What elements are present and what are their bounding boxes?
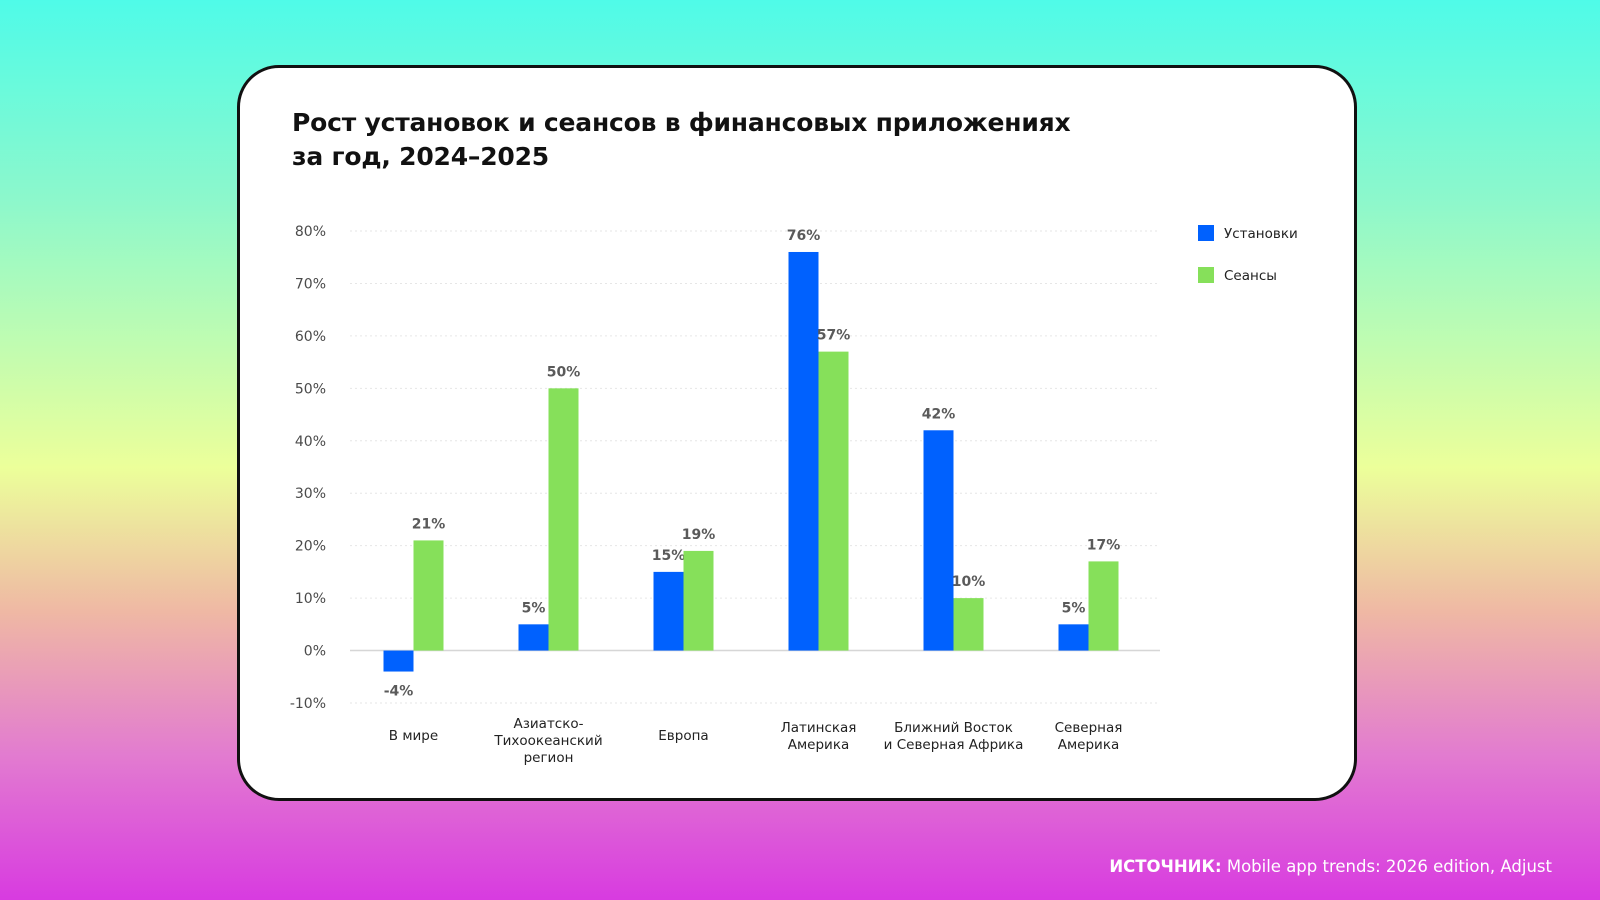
data-label: 5%	[1062, 600, 1086, 616]
y-tick-label: 70%	[295, 276, 326, 292]
y-tick-label: 30%	[295, 486, 326, 502]
data-label: 57%	[817, 328, 851, 344]
data-label: 10%	[952, 574, 986, 590]
installs-bar	[923, 430, 954, 651]
category-label: Тихоокеанский	[493, 733, 602, 749]
y-tick-label: 0%	[304, 644, 326, 660]
data-label: 50%	[547, 364, 581, 380]
chart-title-line-1: Рост установок и сеансов в финансовых пр…	[292, 108, 1071, 137]
legend-sessions-label: Сеансы	[1224, 268, 1277, 284]
y-tick-label: 50%	[295, 381, 326, 397]
category-label: Америка	[788, 737, 850, 753]
chart-card: Рост установок и сеансов в финансовых пр…	[237, 65, 1357, 801]
data-label: 5%	[522, 600, 546, 616]
y-tick-label: 60%	[295, 329, 326, 345]
sessions-bar	[548, 388, 579, 651]
bar-chart: 80% 70% 60% 50% 40% 30% 20% 10% 0% -10% -4% 21% В ми…	[290, 224, 1298, 766]
category-label: Ближний Восток	[894, 720, 1013, 736]
data-label: 21%	[412, 516, 446, 532]
category-label: Латинская	[781, 720, 857, 736]
chart-title-line-2: за год, 2024–2025	[292, 142, 549, 171]
legend-installs-swatch	[1198, 225, 1214, 241]
installs-bar	[383, 650, 414, 672]
category-label: Европа	[658, 728, 708, 744]
installs-bar	[653, 571, 684, 651]
source-text: Mobile app trends: 2026 edition, Adjust	[1226, 857, 1552, 876]
installs-bar	[1058, 624, 1089, 651]
y-tick-label: 20%	[295, 539, 326, 555]
sessions-bar	[413, 540, 444, 651]
data-label: 19%	[682, 527, 716, 543]
source-label: ИСТОЧНИК:	[1109, 857, 1222, 876]
data-label: -4%	[384, 684, 414, 700]
sessions-bar	[953, 598, 984, 651]
y-tick-label: 10%	[295, 591, 326, 607]
data-label: 15%	[652, 548, 686, 564]
category-label: и Северная Африка	[884, 737, 1024, 753]
y-tick-label: -10%	[290, 696, 326, 712]
source-note: ИСТОЧНИК: Mobile app trends: 2026 editio…	[1109, 857, 1552, 876]
sessions-bar	[683, 550, 714, 651]
sessions-bar	[1088, 561, 1119, 651]
y-tick-label: 80%	[295, 224, 326, 240]
legend-sessions-swatch	[1198, 267, 1214, 283]
data-label: 17%	[1087, 537, 1121, 553]
y-tick-label: 40%	[295, 434, 326, 450]
legend-installs-label: Установки	[1224, 226, 1298, 242]
sessions-bar	[818, 351, 849, 651]
category-label: В мире	[389, 728, 438, 744]
data-label: 76%	[787, 228, 821, 244]
category-label: Северная	[1055, 720, 1123, 736]
category-label: Америка	[1058, 737, 1120, 753]
chart-title: Рост установок и сеансов в финансовых пр…	[292, 106, 1071, 174]
installs-bar	[518, 624, 549, 651]
category-label: регион	[524, 750, 574, 766]
installs-bar	[788, 251, 819, 651]
data-label: 42%	[922, 406, 956, 422]
category-label: Азиатско-	[513, 716, 583, 732]
